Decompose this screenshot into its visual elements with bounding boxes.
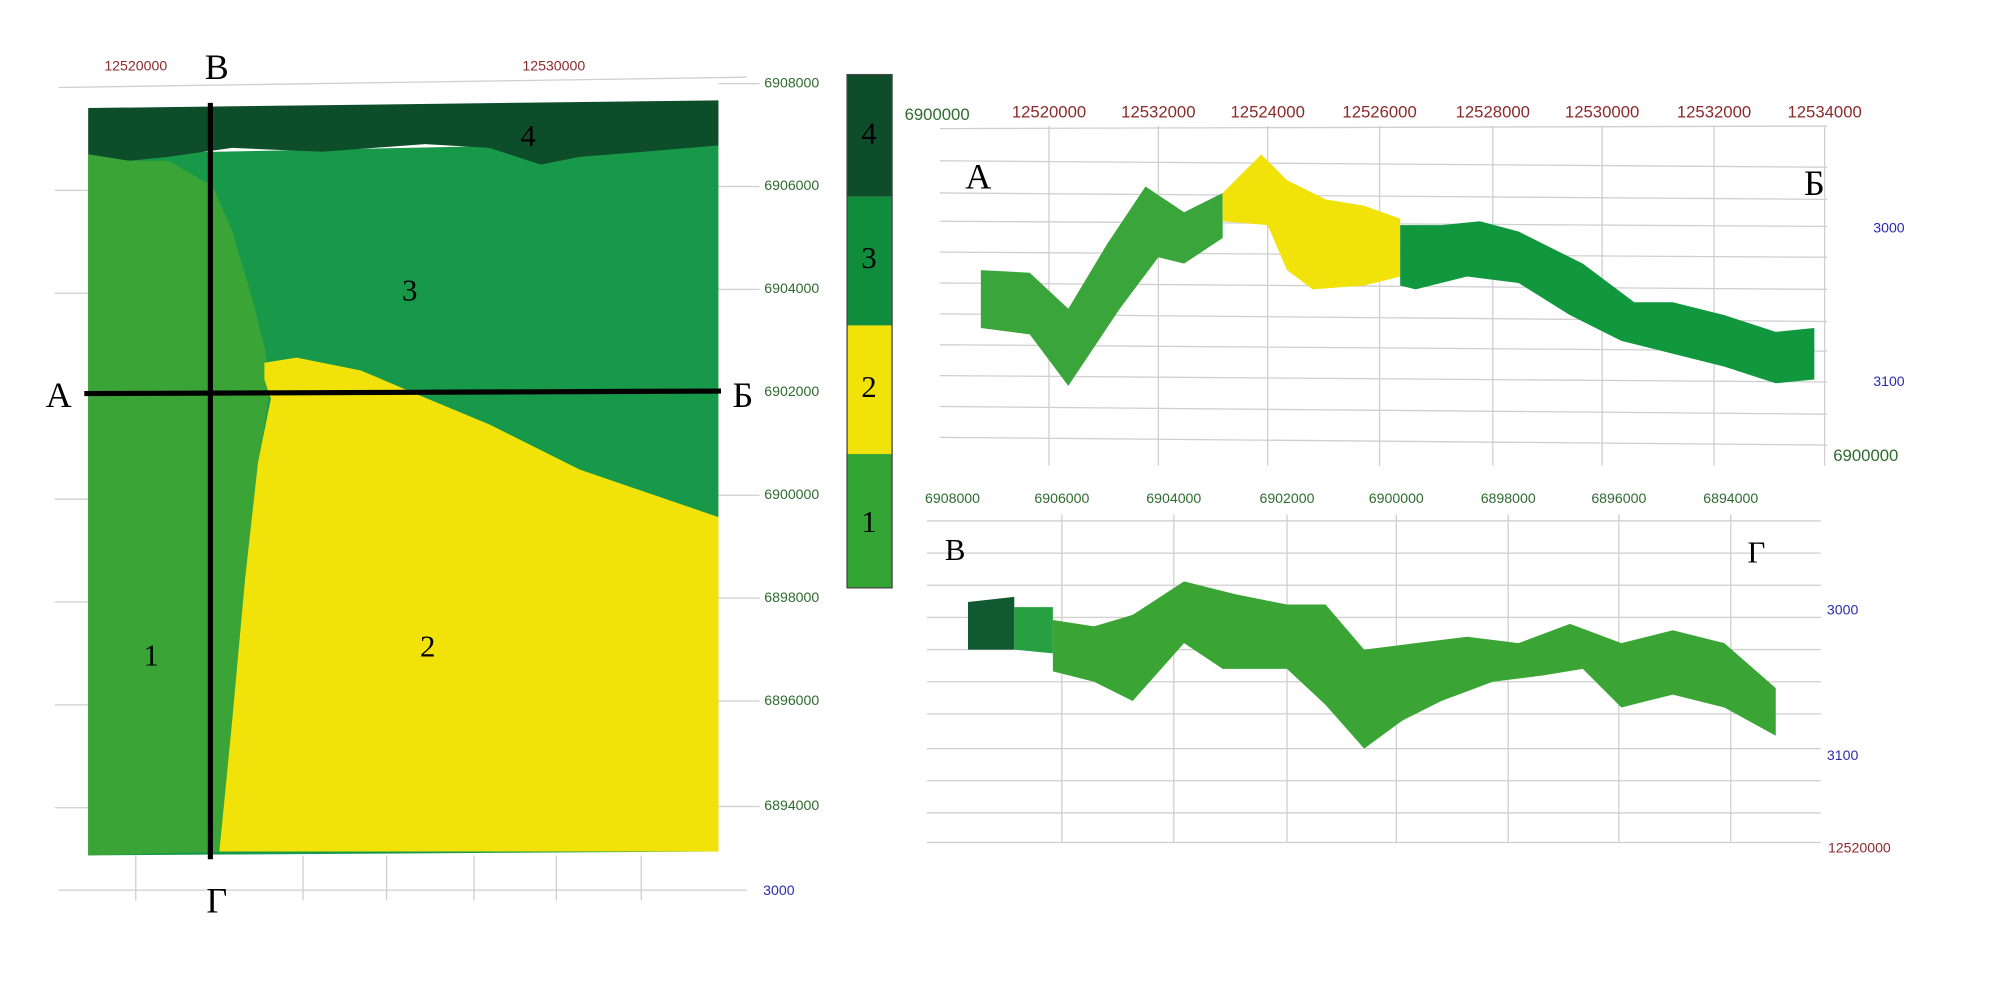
map-y-label: 6904000	[764, 280, 819, 296]
section-x-label: 12520000	[1012, 103, 1086, 122]
section-letter: В	[945, 532, 966, 567]
section-x-label: 12530000	[1565, 103, 1639, 122]
section-x-label: 6896000	[1591, 490, 1646, 506]
legend-label: 1	[861, 504, 876, 539]
map-y-label: 6902000	[764, 383, 819, 399]
depth-label: 3100	[1873, 373, 1905, 389]
section-x-label: 12524000	[1230, 103, 1304, 122]
section-letter: Б	[733, 375, 754, 415]
zone-label: 3	[402, 272, 417, 307]
section-letter: Г	[1748, 535, 1766, 570]
section-letter: В	[205, 47, 229, 87]
map-y-label: 6900000	[764, 486, 819, 502]
depth-label: 3000	[1827, 602, 1859, 618]
corner-label: 12520000	[1828, 840, 1891, 856]
map-y-label: 6898000	[764, 589, 819, 605]
map-z-label: 3000	[763, 882, 795, 898]
legend-label: 2	[861, 369, 876, 404]
section-ab	[980, 154, 1815, 386]
section-ab-grid	[939, 125, 1828, 466]
section-x-label: 6898000	[1481, 490, 1536, 506]
legend-label: 4	[861, 115, 876, 150]
section-x-label: 6894000	[1703, 490, 1758, 506]
zone-label: 1	[143, 638, 158, 673]
zone-label: 2	[420, 629, 435, 664]
section-letter: Г	[206, 881, 227, 921]
section-x-label: 6906000	[1034, 490, 1089, 506]
zone-label: 4	[520, 118, 535, 153]
section-letter: Б	[1804, 163, 1825, 203]
depth-label: 3000	[1873, 220, 1905, 236]
depth-label: 3100	[1827, 747, 1859, 763]
section-x-label: 12534000	[1787, 103, 1861, 122]
map-y-label: 6906000	[764, 177, 819, 193]
section-letter: А	[46, 375, 72, 415]
section-x-label: 12532000	[1677, 103, 1751, 122]
section-letter: А	[965, 156, 991, 196]
section-x-label: 6902000	[1259, 490, 1314, 506]
section-label: 6900000	[905, 105, 970, 124]
section-x-label: 6900000	[1369, 490, 1424, 506]
section-x-label: 6904000	[1146, 490, 1201, 506]
legend-label: 3	[861, 240, 876, 275]
corner-label: 6900000	[1833, 446, 1898, 465]
map-grid	[54, 76, 760, 901]
map-y-label: 6894000	[764, 797, 819, 813]
section-vg	[967, 581, 1776, 749]
map-y-label: 6896000	[764, 692, 819, 708]
section-x-label: 12532000	[1121, 103, 1195, 122]
section-x-label: 12526000	[1342, 103, 1416, 122]
section-x-label: 6908000	[925, 490, 980, 506]
legend: 4 3 2 1	[846, 73, 893, 589]
map-y-label: 6908000	[764, 74, 819, 90]
map-x-label: 12520000	[104, 58, 167, 74]
section-x-label: 12528000	[1456, 103, 1530, 122]
geologic-map	[84, 100, 722, 860]
map-x-label: 12530000	[522, 58, 585, 74]
